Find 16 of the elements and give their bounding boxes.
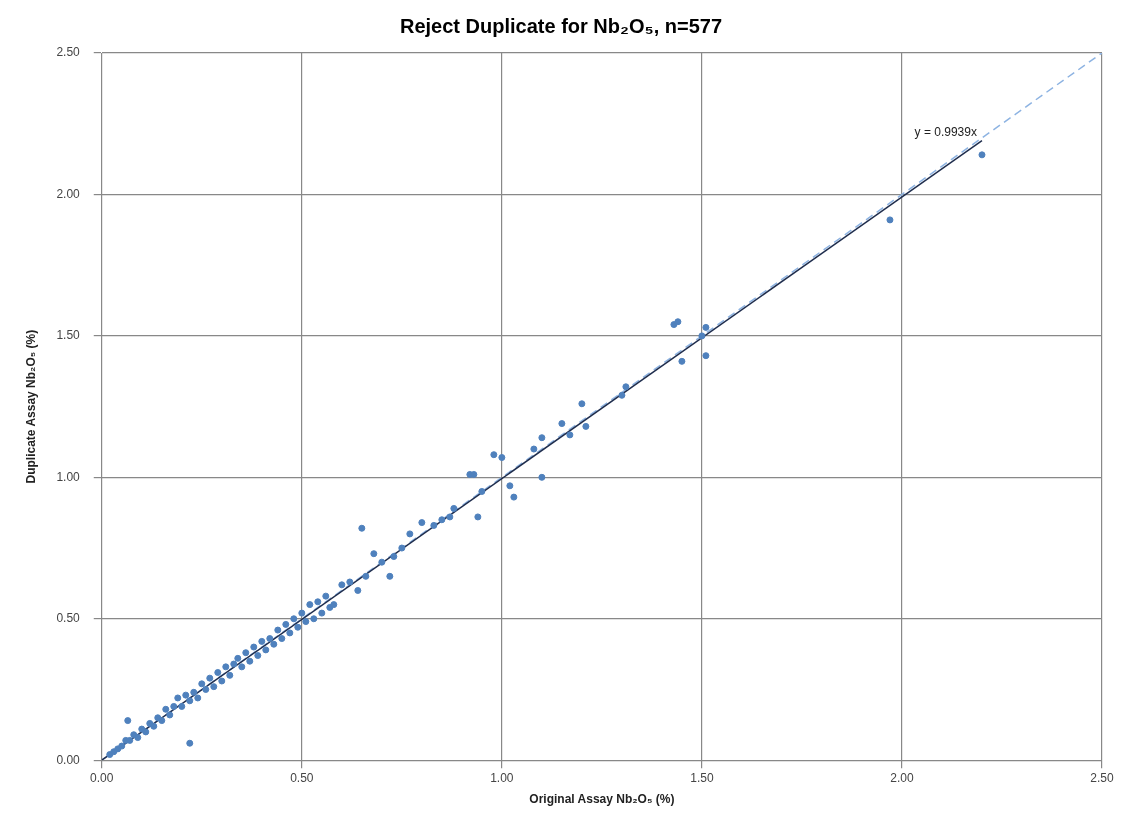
y-tick-label: 0.00 — [56, 752, 81, 767]
chart-title: Reject Duplicate for Nb₂O₅, n=577 — [399, 14, 723, 37]
y-tick-label: 2.00 — [56, 186, 81, 201]
y-tick-label: 1.00 — [56, 469, 81, 484]
x-tick-label: 2.50 — [1090, 770, 1114, 785]
x-tick-label: 1.50 — [690, 770, 714, 785]
x-tick-label: 1.00 — [490, 770, 514, 785]
annotation: y = 0.9939x — [914, 125, 977, 140]
y-tick-label: 0.50 — [56, 611, 81, 626]
x-tick-label: 0.00 — [90, 770, 114, 785]
y-axis-title: Duplicate Assay Nb₂O₅ (%) — [23, 329, 38, 484]
x-tick-label: 0.50 — [290, 770, 314, 785]
x-axis-title: Original Assay Nb₂O₅ (%) — [529, 792, 675, 807]
y-tick-label: 1.50 — [56, 328, 81, 343]
x-tick-label: 2.00 — [890, 770, 914, 785]
y-tick-label: 2.50 — [56, 45, 81, 60]
